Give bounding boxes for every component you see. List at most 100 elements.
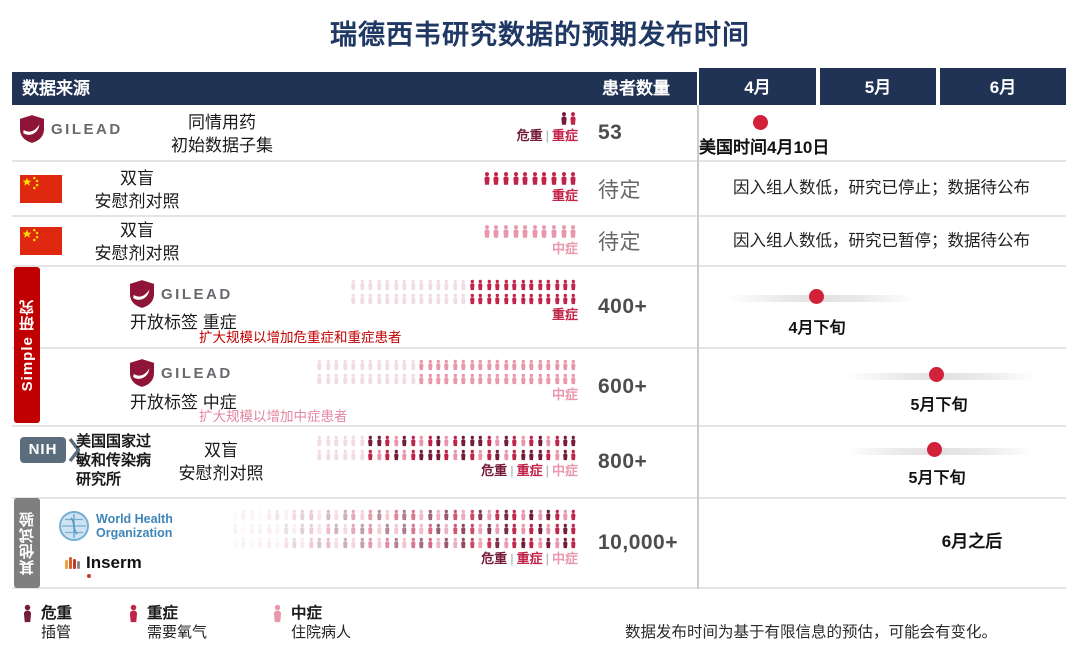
- timeline-label: 5月下旬: [910, 397, 968, 414]
- person-icon-group: [517, 111, 578, 126]
- nih-logo-text: NIH: [20, 437, 66, 463]
- gilead-logo-text: GILEAD: [161, 285, 233, 303]
- legend-item-severe: 重症 需要氧气: [128, 604, 207, 642]
- legend-title: 危重: [41, 605, 73, 622]
- patient-count: 待定: [598, 231, 641, 254]
- patient-count: 10,000+: [598, 531, 678, 554]
- row-description: 开放标签 重症: [130, 313, 237, 332]
- table-header: 数据来源 患者数量 4月 5月 6月: [12, 68, 1066, 105]
- timeline-note: 因入组人数低，研究已暂停；数据待公布: [733, 232, 1030, 250]
- severity-labels: 危重 | 重症: [516, 128, 578, 143]
- patient-count: 53: [598, 120, 623, 144]
- person-icon-group: [231, 509, 578, 549]
- timeline-note: 因入组人数低，研究已停止；数据待公布: [733, 179, 1030, 197]
- legend-desc: 住院病人: [291, 624, 352, 641]
- person-icon-group: [482, 224, 578, 239]
- expansion-note: 扩大规模以增加中症患者: [199, 409, 348, 424]
- page-title: 瑞德西韦研究数据的预期发布时间: [330, 20, 750, 50]
- gilead-logo-text: GILEAD: [51, 120, 123, 138]
- column-divider: [697, 105, 699, 589]
- timeline-dot: [809, 289, 824, 304]
- severity-labels: 危重 | 重症 | 中症: [481, 463, 578, 478]
- severity-labels: 危重 | 重症 | 中症: [481, 551, 578, 566]
- timeline-cell: 6月之后: [697, 499, 1066, 587]
- timeline-dot: [753, 115, 768, 130]
- legend-title: 重症: [147, 605, 179, 622]
- header-month-may: 5月: [820, 68, 936, 105]
- timeline-cell: 5月下旬: [697, 349, 1066, 425]
- patient-count: 800+: [598, 450, 648, 473]
- timeline-cell: 美国时间4月10日: [697, 105, 1066, 160]
- expansion-note: 扩大规模以增加危重症和重症患者: [199, 330, 402, 345]
- row-description: 双盲 安慰剂对照: [94, 169, 180, 211]
- timeline-dot: [929, 367, 944, 382]
- table-row: World Health Organization Inserm 危重 | 重症 | 中…: [12, 499, 1066, 589]
- gilead-shield-icon: [20, 115, 44, 143]
- table-row: 双盲 安慰剂对照 重症 待定 因入组人数低，研究已停止；数据待公布: [12, 162, 1066, 217]
- timeline-label: 4月下旬: [788, 320, 846, 337]
- patient-count: 600+: [598, 375, 648, 398]
- patient-icons: 危重 | 重症: [517, 111, 578, 143]
- group-bar-simple-trial: Simple 研究: [14, 267, 40, 423]
- severity-labels: 重症: [551, 307, 578, 322]
- header-month-april: 4月: [699, 68, 816, 105]
- patient-count: 400+: [598, 295, 648, 318]
- patient-icons: 危重 | 重症 | 中症: [315, 435, 578, 478]
- patient-icons: 重症: [482, 171, 578, 203]
- table-row: GILEAD 开放标签 重症 扩大规模以增加危重症和重症患者 重症 400+ 4…: [12, 267, 1066, 349]
- severe-person-icon: [128, 604, 139, 628]
- who-logo-text: World Health Organization: [96, 512, 173, 540]
- patient-icons: 中症: [482, 224, 578, 256]
- person-icon-group: [315, 359, 578, 385]
- patient-count: 待定: [598, 178, 641, 202]
- table-row: GILEAD 同情用药 初始数据子集 危重 | 重症 53 美国时间4月10日: [12, 105, 1066, 162]
- table-row: 双盲 安慰剂对照 中症 待定 因入组人数低，研究已暂停；数据待公布: [12, 217, 1066, 267]
- row-description: 开放标签 中症: [130, 393, 237, 412]
- row-description: 同情用药 初始数据子集: [171, 113, 273, 155]
- table-header-bar: 数据来源 患者数量: [12, 72, 697, 105]
- nih-logo: NIH: [20, 437, 80, 463]
- critical-person-icon: [22, 604, 33, 628]
- table-row: NIH 美国国家过敏和传染病研究所 双盲 安慰剂对照 危重 | 重症 | 中症 800+…: [12, 427, 1066, 499]
- gilead-shield-icon: [130, 280, 154, 308]
- who-emblem-icon: [59, 511, 89, 541]
- timeline-cell: 因入组人数低，研究已暂停；数据待公布: [697, 217, 1066, 265]
- patient-icons: 中症: [315, 359, 578, 402]
- legend-item-critical: 危重 插管: [22, 604, 72, 642]
- nih-chevron-icon: [68, 437, 80, 463]
- header-source: 数据来源: [22, 79, 90, 98]
- timeline-label: 美国时间4月10日: [699, 138, 830, 157]
- person-icon-group: [482, 171, 578, 186]
- gilead-logo: GILEAD: [130, 280, 233, 308]
- row-description: 双盲 安慰剂对照: [178, 441, 264, 483]
- person-icon-group: [315, 435, 578, 461]
- group-bar-other-trials: 其他试验: [14, 498, 40, 588]
- table-row: GILEAD 开放标签 中症 扩大规模以增加中症患者 中症 600+ 5月下旬: [12, 349, 1066, 427]
- who-logo: World Health Organization: [58, 510, 173, 542]
- moderate-person-icon: [272, 604, 283, 628]
- timeline-label: 6月之后: [941, 532, 1003, 551]
- timeline-label: 5月下旬: [908, 470, 966, 487]
- timeline-dot: [927, 442, 942, 457]
- legend-title: 中症: [291, 605, 323, 622]
- person-icon-group: [349, 279, 578, 305]
- severity-labels: 中症: [551, 241, 578, 256]
- timeline-cell: 5月下旬: [697, 427, 1066, 497]
- legend-item-moderate: 中症 住院病人: [272, 604, 351, 642]
- timeline-cell: 4月下旬: [697, 267, 1066, 347]
- row-description: 双盲 安慰剂对照: [94, 221, 180, 263]
- inserm-logo: Inserm: [64, 553, 142, 578]
- header-month-june: 6月: [940, 68, 1066, 105]
- inserm-logo-text: Inserm: [86, 553, 142, 578]
- gilead-logo: GILEAD: [130, 359, 233, 387]
- patient-icons: 重症: [349, 279, 578, 322]
- timeline-cell: 因入组人数低，研究已停止；数据待公布: [697, 162, 1066, 215]
- gilead-logo: GILEAD: [20, 115, 123, 143]
- gilead-logo-text: GILEAD: [161, 364, 233, 382]
- severity-labels: 重症: [551, 188, 578, 203]
- disclaimer-note: 数据发布时间为基于有限信息的预估，可能会有变化。: [625, 624, 998, 641]
- organization-name: 美国国家过敏和传染病研究所: [76, 433, 152, 488]
- gilead-shield-icon: [130, 359, 154, 387]
- china-flag-icon: [20, 175, 62, 203]
